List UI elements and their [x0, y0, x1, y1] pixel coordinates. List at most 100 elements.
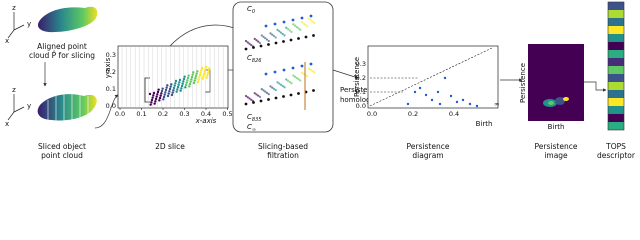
diagram-point [468, 102, 472, 106]
boundary-point [282, 68, 286, 72]
filtration-point [265, 38, 269, 41]
filtration-point [274, 36, 277, 39]
y-tick-label: 0.2 [106, 68, 116, 76]
slice-point [191, 73, 194, 76]
filtration-point [285, 26, 288, 29]
filtration-point [267, 93, 270, 96]
slice-point [196, 70, 199, 73]
filtration-point [269, 85, 272, 88]
slice-point [202, 72, 206, 76]
y-tick-label: 0.3 [106, 51, 116, 59]
slice-point [158, 96, 162, 100]
filtration-point [309, 68, 312, 71]
axis-glyph [7, 12, 25, 39]
x-tick-label: 0.4 [449, 110, 459, 118]
slice-point [150, 101, 153, 104]
x-tick-label: 0.1 [136, 110, 146, 118]
x-tick-label: 0.0 [115, 110, 125, 118]
slice-point [154, 100, 157, 103]
filtration-panel [232, 1, 334, 133]
filtration-point [253, 92, 256, 95]
caption: filtration [267, 151, 299, 160]
descriptor-cell [608, 122, 624, 130]
filtration-point [297, 27, 300, 30]
filtration-point [253, 37, 256, 41]
filtration-point [295, 25, 298, 29]
filtration-point [279, 31, 283, 34]
level-index: ∞ [252, 127, 256, 133]
filtration-point [292, 23, 295, 26]
y-tick-label: 0.1 [356, 88, 366, 96]
slice-point [157, 88, 160, 91]
slice-point [178, 81, 181, 84]
boundary-point [289, 38, 293, 42]
y-tick-label: 0.0 [356, 102, 366, 110]
filtration-point [258, 95, 262, 99]
boundary-point [244, 102, 248, 106]
slice-point [171, 91, 174, 94]
slice-point [160, 89, 164, 93]
slice-point [184, 86, 187, 89]
filtration-point [290, 82, 293, 85]
slice-point [153, 102, 156, 105]
caption: Aligned point [37, 42, 87, 51]
diagram-point [455, 100, 459, 104]
slice-point [190, 75, 194, 79]
arrow [584, 81, 607, 92]
slice-point [150, 98, 154, 102]
boundary-point [304, 35, 308, 39]
axis-letter: x [5, 120, 9, 128]
filtration-point [302, 72, 305, 76]
filtration-point [248, 42, 251, 45]
filtration-point [260, 88, 263, 91]
axis-label: Birth [476, 120, 493, 128]
boundary-point [300, 16, 304, 20]
filtration-point [274, 88, 277, 92]
slice-point [175, 90, 178, 93]
sliced-object [37, 94, 97, 121]
filtration-point [311, 70, 314, 73]
slice-point [180, 87, 183, 90]
slice-point [169, 85, 172, 88]
axis-letter: x [5, 37, 9, 45]
boundary-point [300, 64, 304, 68]
diagram-point [461, 98, 465, 102]
filtration-point [313, 71, 316, 74]
filtration-level: C∞ [247, 123, 256, 133]
diagram-point [475, 104, 479, 108]
filtration-point [276, 81, 279, 84]
descriptor-cell [608, 106, 624, 114]
filtration-point [267, 39, 270, 43]
axis-label: x-axis [195, 117, 217, 125]
slice-point [183, 75, 186, 78]
filtration-point [262, 35, 265, 38]
slice-point [193, 79, 196, 82]
slice-point [174, 79, 178, 83]
filtration-point [290, 30, 293, 33]
caption: TOPS [605, 142, 626, 151]
boundary-point [264, 24, 268, 28]
boundary-point [252, 46, 255, 49]
descriptor-cell [608, 10, 624, 18]
slice-point [198, 73, 202, 77]
filtration-point [250, 44, 253, 47]
boundary-point [259, 44, 263, 48]
slice-point [186, 79, 189, 82]
descriptor-cell [608, 18, 624, 26]
filtration-point [288, 80, 291, 84]
filtration-point [264, 37, 267, 40]
arrow [332, 69, 359, 79]
filtration-point [278, 82, 281, 85]
slice-point [199, 71, 202, 74]
label: homology [340, 96, 375, 104]
caption: image [544, 151, 568, 160]
descriptor-border [607, 1, 625, 131]
filtration-point [306, 75, 309, 78]
filtration-point [309, 18, 312, 22]
filtration-point [307, 67, 311, 70]
slice-point [189, 80, 192, 83]
filtration-point [283, 86, 286, 89]
filtration-point [260, 34, 263, 37]
caption: descriptor [597, 151, 636, 160]
persistence-image [528, 44, 584, 121]
